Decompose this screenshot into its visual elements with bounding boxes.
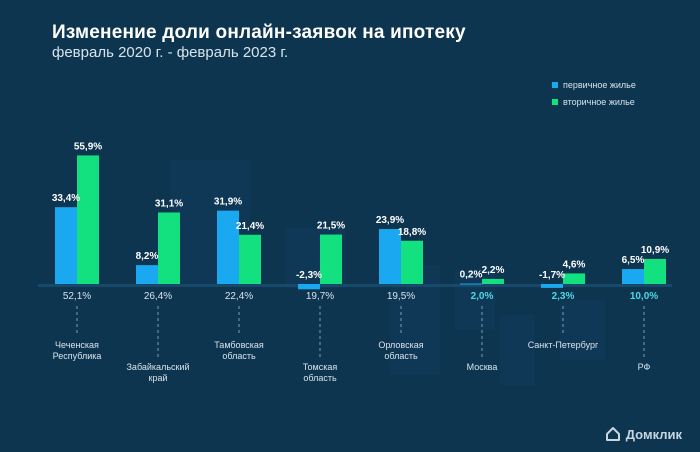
data-label: 0,2% xyxy=(460,270,483,281)
bar-primary xyxy=(217,210,239,284)
chart-subtitle: февраль 2020 г. - февраль 2023 г. xyxy=(52,44,289,61)
total-label: 26,4% xyxy=(144,291,172,302)
total-label: 2,3% xyxy=(552,291,575,302)
category-label: Орловская xyxy=(378,340,423,350)
category-label: область xyxy=(222,351,256,361)
bar-primary xyxy=(298,284,320,290)
data-label: 21,5% xyxy=(317,221,345,232)
total-label: 2,0% xyxy=(471,291,494,302)
data-label: -1,7% xyxy=(539,270,565,281)
bar-secondary xyxy=(320,234,342,284)
bar-primary xyxy=(460,283,482,285)
category-label: область xyxy=(303,373,337,383)
bar-primary xyxy=(622,269,644,284)
total-label: 10,0% xyxy=(630,291,658,302)
bar-secondary xyxy=(401,240,423,284)
category-label: РФ xyxy=(638,362,651,372)
total-label: 52,1% xyxy=(63,291,91,302)
bar-secondary xyxy=(239,234,261,284)
category-label: Томская xyxy=(303,362,338,372)
total-label: 19,7% xyxy=(306,291,334,302)
data-label: -2,3% xyxy=(296,270,322,281)
data-label: 21,4% xyxy=(236,221,264,232)
legend-label: первичное жилье xyxy=(563,80,636,90)
total-label: 19,5% xyxy=(387,291,415,302)
background-block xyxy=(560,300,605,360)
bar-primary xyxy=(379,229,401,284)
brand-logo: Домклик xyxy=(605,426,682,442)
brand-name: Домклик xyxy=(625,426,682,442)
category-label: Забайкальский xyxy=(127,362,190,372)
bar-primary xyxy=(541,284,563,288)
category-label: Москва xyxy=(467,362,498,372)
chart-title: Изменение доли онлайн-заявок на ипотеку xyxy=(52,22,466,43)
total-label: 22,4% xyxy=(225,291,253,302)
data-label: 31,1% xyxy=(155,198,183,209)
category-label: Чеченская xyxy=(55,340,99,350)
legend-label: вторичное жилье xyxy=(563,97,635,107)
data-label: 4,6% xyxy=(563,259,586,270)
background-block xyxy=(500,315,535,385)
baseline xyxy=(38,284,672,287)
category-label: Санкт-Петербург xyxy=(528,340,599,350)
legend-swatch xyxy=(552,99,558,105)
data-label: 31,9% xyxy=(214,197,242,208)
bar-secondary xyxy=(158,212,180,284)
bar-primary xyxy=(55,207,77,284)
data-label: 6,5% xyxy=(622,255,645,266)
bar-secondary xyxy=(644,258,666,284)
category-label: край xyxy=(149,373,168,383)
data-label: 55,9% xyxy=(74,141,102,152)
category-label: Республика xyxy=(53,351,102,361)
bar-primary xyxy=(136,265,158,284)
data-label: 18,8% xyxy=(398,227,426,238)
data-label: 10,9% xyxy=(641,245,669,256)
data-label: 33,4% xyxy=(52,193,80,204)
bar-secondary xyxy=(563,273,585,284)
category-label: Тамбовская xyxy=(214,340,264,350)
house-logo-icon xyxy=(605,427,620,441)
data-label: 2,2% xyxy=(482,265,505,276)
category-label: область xyxy=(384,351,418,361)
legend-swatch xyxy=(552,82,558,88)
bar-secondary xyxy=(482,278,504,284)
data-label: 8,2% xyxy=(136,251,159,262)
bar-secondary xyxy=(77,155,99,284)
data-label: 23,9% xyxy=(376,215,404,226)
